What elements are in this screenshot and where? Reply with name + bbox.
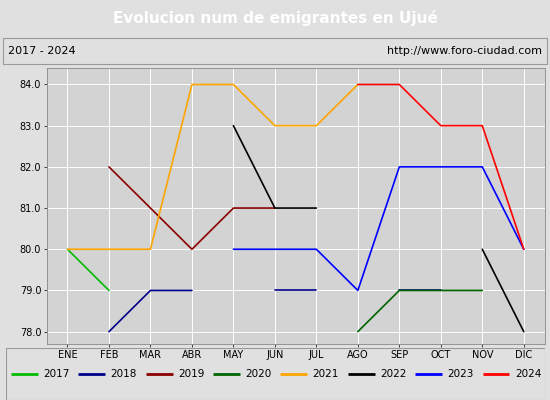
Text: 2022: 2022 [380, 369, 406, 379]
Text: http://www.foro-ciudad.com: http://www.foro-ciudad.com [387, 46, 542, 56]
Text: 2018: 2018 [111, 369, 137, 379]
Text: Evolucion num de emigrantes en Ujué: Evolucion num de emigrantes en Ujué [113, 10, 437, 26]
Text: 2024: 2024 [515, 369, 541, 379]
Text: 2020: 2020 [245, 369, 272, 379]
Text: 2017 - 2024: 2017 - 2024 [8, 46, 76, 56]
Text: 2017: 2017 [43, 369, 70, 379]
Text: 2023: 2023 [448, 369, 474, 379]
Text: 2021: 2021 [313, 369, 339, 379]
Text: 2019: 2019 [178, 369, 205, 379]
